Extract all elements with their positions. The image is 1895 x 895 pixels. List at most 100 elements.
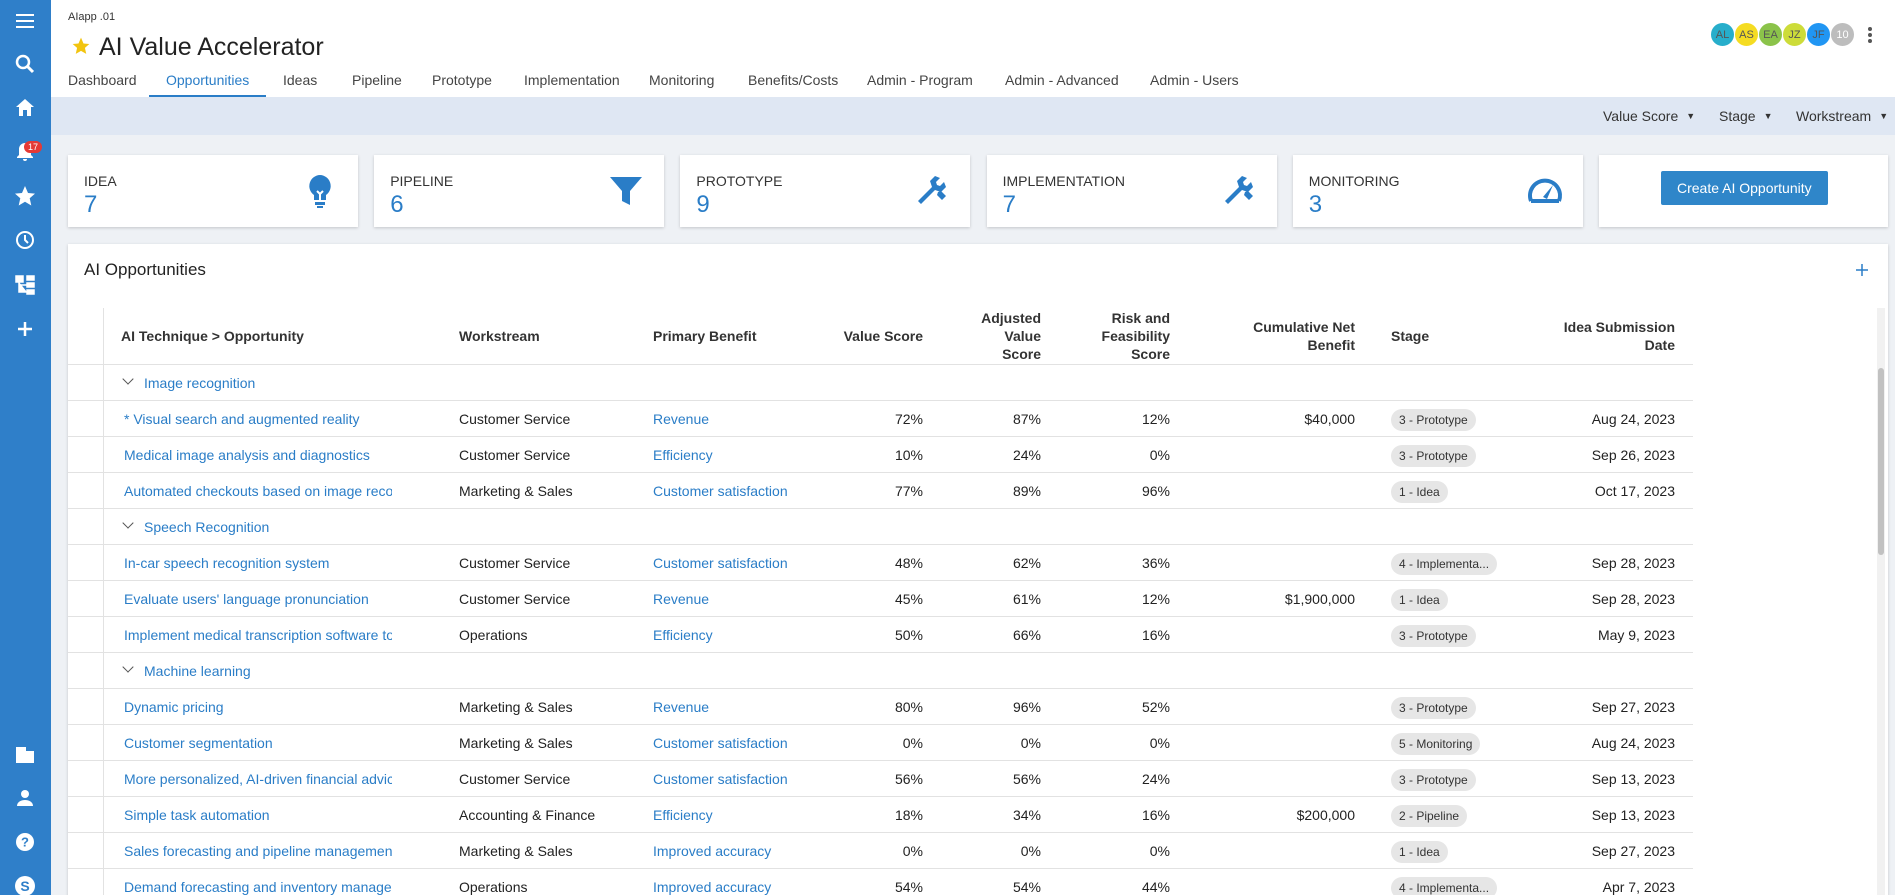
adjusted-cell: 24% — [1012, 447, 1041, 463]
tab[interactable]: Ideas — [283, 72, 318, 88]
data-row[interactable]: Sales forecasting and pipeline managemen… — [68, 833, 1693, 869]
hierarchy-icon[interactable] — [13, 272, 37, 296]
stat-card[interactable]: IMPLEMENTATION 7 — [986, 155, 1277, 227]
opportunity-name[interactable]: In-car speech recognition system — [124, 555, 330, 571]
column-header[interactable]: Cumulative Net Benefit — [1220, 308, 1355, 364]
create-button[interactable]: Create AI Opportunity — [1661, 171, 1828, 205]
opportunity-name[interactable]: Evaluate users' language pronunciation — [124, 591, 369, 607]
column-header[interactable]: Primary Benefit — [653, 308, 813, 364]
opportunity-name[interactable]: Implement medical transcription software… — [124, 627, 392, 643]
stat-card[interactable]: PROTOTYPE 9 — [680, 155, 971, 227]
filter-dropdown[interactable]: Workstream ▼ — [1796, 108, 1888, 124]
benefit-cell[interactable]: Customer satisfaction — [653, 555, 788, 571]
add-icon[interactable] — [13, 317, 37, 341]
tab[interactable]: Admin - Advanced — [1005, 72, 1119, 88]
column-header[interactable]: Workstream — [459, 308, 619, 364]
opportunity-name[interactable]: * Visual search and augmented reality — [124, 411, 360, 427]
benefit-cell[interactable]: Efficiency — [653, 807, 713, 823]
group-name[interactable]: Image recognition — [144, 375, 256, 391]
opportunity-name[interactable]: Automated checkouts based on image recog — [124, 483, 392, 499]
data-row[interactable]: * Visual search and augmented reality Cus… — [68, 401, 1693, 437]
opportunity-name[interactable]: More personalized, AI-driven financial a… — [124, 771, 392, 787]
tab[interactable]: Prototype — [432, 72, 492, 88]
data-row[interactable]: Evaluate users' language pronunciation Cu… — [68, 581, 1693, 617]
benefit-cell[interactable]: Improved accuracy — [653, 879, 772, 895]
data-row[interactable]: Medical image analysis and diagnostics Cu… — [68, 437, 1693, 473]
tab[interactable]: Pipeline — [352, 72, 402, 88]
group-name[interactable]: Speech Recognition — [144, 519, 270, 535]
tab[interactable]: Dashboard — [68, 72, 137, 88]
data-row[interactable]: More personalized, AI-driven financial a… — [68, 761, 1693, 797]
column-header[interactable]: Adjusted Value Score — [979, 308, 1041, 364]
opportunity-name[interactable]: Simple task automation — [124, 807, 270, 823]
expand-chevron[interactable] — [122, 517, 134, 529]
data-row[interactable]: Simple task automation Accounting & Finan… — [68, 797, 1693, 833]
favorite-star[interactable] — [71, 36, 91, 56]
stat-card[interactable]: PIPELINE 6 — [374, 155, 665, 227]
benefit-cell[interactable]: Customer satisfaction — [653, 483, 788, 499]
data-row[interactable]: Customer segmentation Marketing & Sales Cu… — [68, 725, 1693, 761]
opportunity-name[interactable]: Sales forecasting and pipeline managemen… — [124, 843, 392, 859]
help-icon[interactable]: ? — [13, 830, 37, 854]
column-header[interactable]: Risk and Feasibility Score — [1095, 308, 1170, 364]
scrollbar-thumb[interactable] — [1878, 368, 1884, 555]
benefit-cell[interactable]: Revenue — [653, 411, 710, 427]
group-row[interactable]: Speech Recognition — [68, 509, 1693, 545]
brand-icon[interactable]: S — [13, 874, 37, 895]
row-divider — [68, 436, 1693, 437]
benefit-cell[interactable]: Efficiency — [653, 447, 713, 463]
benefit-cell[interactable]: Improved accuracy — [653, 843, 772, 859]
filter-dropdown[interactable]: Value Score ▼ — [1603, 108, 1695, 124]
net-cell: $40,000 — [1304, 411, 1355, 427]
filter-dropdown[interactable]: Stage ▼ — [1719, 108, 1773, 124]
column-header[interactable]: Idea Submission Date — [1550, 308, 1675, 364]
opportunity-name[interactable]: Dynamic pricing — [124, 699, 224, 715]
column-header[interactable]: Stage — [1391, 308, 1531, 364]
benefit-cell[interactable]: Customer satisfaction — [653, 771, 788, 787]
benefit-cell[interactable]: Customer satisfaction — [653, 735, 788, 751]
benefit-cell[interactable]: Revenue — [653, 699, 710, 715]
group-name[interactable]: Machine learning — [144, 663, 251, 679]
stat-card[interactable]: IDEA 7 — [68, 155, 358, 227]
add-button[interactable] — [1855, 263, 1869, 277]
opportunity-name[interactable]: Demand forecasting and inventory managem — [124, 879, 392, 895]
tab[interactable]: Admin - Program — [867, 72, 973, 88]
avatar[interactable]: 10 — [1830, 22, 1855, 47]
expand-chevron[interactable] — [122, 661, 134, 673]
avatar[interactable]: JF — [1806, 22, 1831, 47]
group-row[interactable]: Image recognition — [68, 365, 1693, 401]
more-menu[interactable] — [1866, 26, 1874, 44]
data-row[interactable]: Implement medical transcription software… — [68, 617, 1693, 653]
tab[interactable]: Monitoring — [649, 72, 715, 88]
column-header[interactable]: AI Technique > Opportunity — [121, 308, 351, 364]
expand-chevron[interactable] — [122, 373, 134, 385]
history-icon[interactable] — [13, 228, 37, 252]
stage-chip: 4 - Implementa... — [1391, 553, 1498, 575]
tab[interactable]: Opportunities — [149, 72, 267, 97]
search-icon[interactable] — [13, 52, 37, 76]
avatar[interactable]: JZ — [1782, 22, 1807, 47]
column-header[interactable]: Value Score — [828, 308, 923, 364]
opportunity-name[interactable]: Medical image analysis and diagnostics — [124, 447, 370, 463]
avatar[interactable]: AS — [1734, 22, 1759, 47]
home-icon[interactable] — [13, 96, 37, 120]
menu-icon[interactable] — [13, 9, 37, 33]
group-row[interactable]: Machine learning — [68, 653, 1693, 689]
avatar[interactable]: EA — [1758, 22, 1783, 47]
benefit-cell[interactable]: Efficiency — [653, 627, 713, 643]
stat-card[interactable]: MONITORING 3 — [1292, 155, 1583, 227]
tab[interactable]: Implementation — [524, 72, 620, 88]
opportunity-name[interactable]: Customer segmentation — [124, 735, 273, 751]
data-row[interactable]: Demand forecasting and inventory managem… — [68, 869, 1693, 895]
tab[interactable]: Benefits/Costs — [748, 72, 839, 88]
benefit-cell[interactable]: Revenue — [653, 591, 710, 607]
data-row[interactable]: Automated checkouts based on image recog… — [68, 473, 1693, 509]
favorites-icon[interactable] — [13, 184, 37, 208]
profile-icon[interactable] — [13, 786, 37, 810]
avatar[interactable]: AL — [1710, 22, 1735, 47]
organization-icon[interactable] — [13, 742, 37, 766]
data-row[interactable]: In-car speech recognition system Customer… — [68, 545, 1693, 581]
data-row[interactable]: Dynamic pricing Marketing & Sales Revenue 8… — [68, 689, 1693, 725]
row-divider — [68, 868, 1693, 869]
tab[interactable]: Admin - Users — [1150, 72, 1239, 88]
